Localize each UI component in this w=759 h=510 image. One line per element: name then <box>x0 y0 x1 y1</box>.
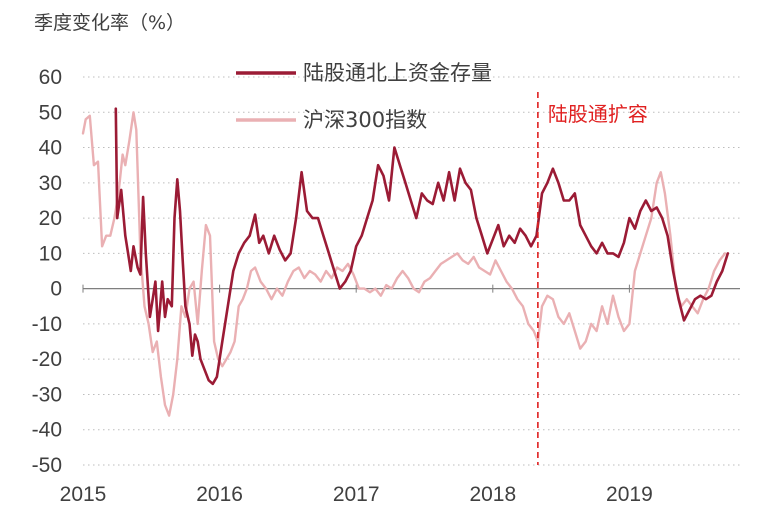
y-tick-label: 60 <box>39 66 62 89</box>
y-tick-label: -50 <box>32 454 62 477</box>
y-tick-label: 50 <box>39 101 62 124</box>
y-axis-label: 季度变化率（%） <box>34 12 185 34</box>
y-tick-label: 20 <box>39 207 62 230</box>
x-tick-label: 2016 <box>196 483 243 506</box>
x-tick-label: 2015 <box>60 483 107 506</box>
legend-label-northbound: 陆股通北上资金存量 <box>303 61 492 85</box>
y-tick-label: -10 <box>32 313 62 336</box>
y-tick-label: 30 <box>39 172 62 195</box>
y-axis-ticks: 60 50 40 30 20 10 0 -10 -20 -30 -40 -50 <box>32 66 62 477</box>
legend-label-csi300: 沪深300指数 <box>303 108 427 132</box>
y-tick-label: 40 <box>39 137 62 160</box>
x-tick-label: 2019 <box>606 483 653 506</box>
x-tick-label: 2017 <box>333 483 380 506</box>
x-axis-ticks: 2015 2016 2017 2018 2019 <box>60 483 653 506</box>
expansion-label: 陆股通扩容 <box>548 102 648 126</box>
y-tick-label: -20 <box>32 348 62 371</box>
x-axis <box>82 284 740 293</box>
y-tick-label: -30 <box>32 383 62 406</box>
series-line-northbound <box>114 107 730 386</box>
y-tick-label: -40 <box>32 419 62 442</box>
y-tick-label: 10 <box>39 242 62 265</box>
gridlines <box>83 76 740 466</box>
series-lines <box>81 107 730 417</box>
legend: 陆股通北上资金存量 沪深300指数 <box>236 61 492 132</box>
series-line-csi300 <box>81 111 727 417</box>
y-tick-label: 0 <box>50 278 62 301</box>
x-tick-label: 2018 <box>469 483 516 506</box>
expansion-annotation: 陆股通扩容 <box>537 92 648 465</box>
